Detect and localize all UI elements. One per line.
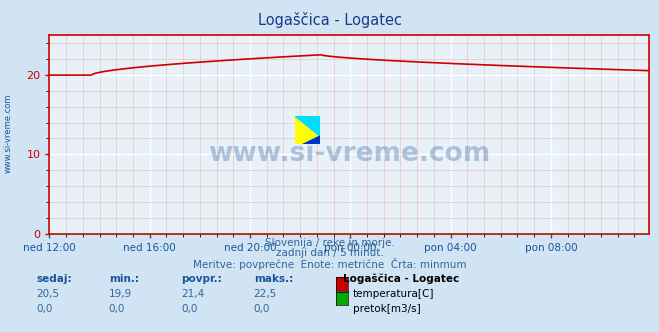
- Text: 21,4: 21,4: [181, 289, 204, 299]
- Text: www.si-vreme.com: www.si-vreme.com: [4, 93, 13, 173]
- Text: temperatura[C]: temperatura[C]: [353, 289, 434, 299]
- Text: Meritve: povprečne  Enote: metrične  Črta: minmum: Meritve: povprečne Enote: metrične Črta:…: [192, 258, 467, 270]
- Text: 19,9: 19,9: [109, 289, 132, 299]
- Text: Logaščica - Logatec: Logaščica - Logatec: [258, 12, 401, 28]
- Text: 0,0: 0,0: [36, 304, 53, 314]
- Text: www.si-vreme.com: www.si-vreme.com: [208, 141, 490, 167]
- Text: 0,0: 0,0: [254, 304, 270, 314]
- Text: povpr.:: povpr.:: [181, 274, 222, 284]
- Text: 0,0: 0,0: [109, 304, 125, 314]
- Text: zadnji dan / 5 minut.: zadnji dan / 5 minut.: [275, 248, 384, 258]
- Text: maks.:: maks.:: [254, 274, 293, 284]
- Text: 20,5: 20,5: [36, 289, 59, 299]
- Text: Logaščica - Logatec: Logaščica - Logatec: [343, 274, 459, 285]
- Polygon shape: [295, 116, 320, 136]
- Text: Slovenija / reke in morje.: Slovenija / reke in morje.: [264, 238, 395, 248]
- Text: 22,5: 22,5: [254, 289, 277, 299]
- Text: pretok[m3/s]: pretok[m3/s]: [353, 304, 420, 314]
- Text: min.:: min.:: [109, 274, 139, 284]
- Polygon shape: [302, 136, 320, 144]
- Text: sedaj:: sedaj:: [36, 274, 72, 284]
- Text: 0,0: 0,0: [181, 304, 198, 314]
